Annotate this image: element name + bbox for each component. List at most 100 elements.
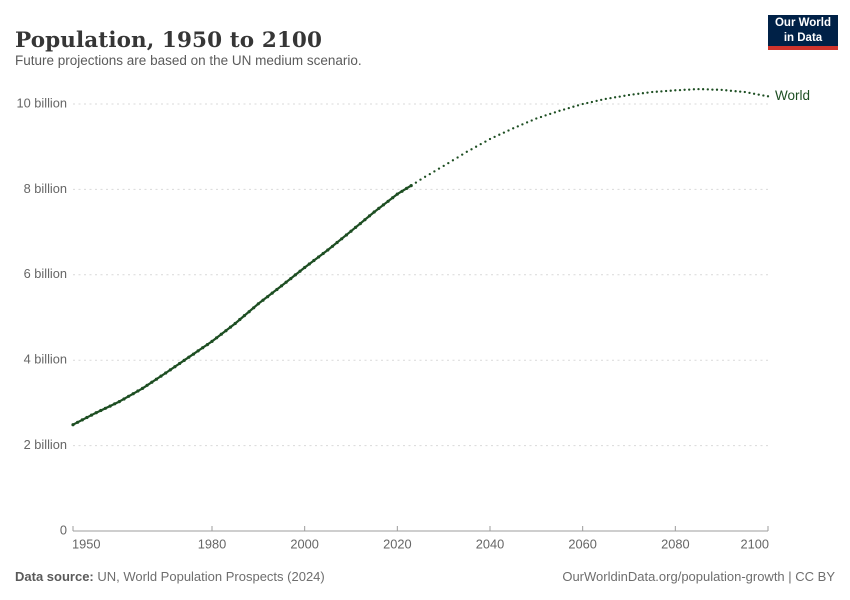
series-dot-projection (757, 93, 760, 96)
series-marker (108, 404, 112, 408)
owid-logo-line1: Our World (774, 16, 831, 29)
series-marker (187, 355, 191, 359)
owid-logo: Our World in Data (768, 15, 838, 50)
series-marker (303, 265, 307, 270)
series-marker (219, 332, 223, 336)
series-dot-projection (725, 89, 728, 92)
series-marker (99, 408, 103, 413)
series-marker (395, 192, 399, 196)
series-marker (173, 365, 177, 369)
series-marker (363, 218, 367, 222)
y-axis-tick-label: 0 (60, 522, 67, 537)
series-dot-projection (442, 164, 445, 168)
series-dot-projection (572, 105, 575, 108)
series-dot-projection (641, 92, 645, 95)
series-marker (386, 199, 390, 203)
series-marker (117, 400, 121, 404)
series-marker (80, 418, 84, 422)
series-marker (270, 291, 274, 295)
series-dot-projection (479, 142, 482, 146)
series-marker (168, 368, 172, 372)
series-marker (354, 225, 358, 229)
series-dot-projection (530, 119, 533, 122)
series-dot-projection (669, 89, 672, 92)
series-marker (367, 214, 372, 218)
series-dot-projection (678, 88, 682, 92)
series-marker (391, 196, 395, 200)
series-marker (103, 406, 107, 410)
series-dot-projection (734, 90, 737, 93)
series-dot-projection (437, 167, 441, 170)
y-axis-tick-label: 6 billion (24, 266, 67, 281)
series-dot-projection (465, 150, 468, 153)
series-marker (330, 244, 335, 248)
series-dot-projection (743, 90, 746, 94)
series-dot-projection (595, 99, 598, 103)
series-marker (113, 402, 117, 406)
series-dot-projection (604, 97, 607, 101)
series-marker (159, 374, 163, 378)
series-dot-projection (632, 93, 635, 96)
series-dot-projection (507, 129, 510, 132)
series-label: World (775, 88, 810, 103)
series-marker (256, 302, 260, 306)
series-marker (215, 336, 219, 340)
series-dot-projection (688, 88, 691, 91)
series-dot-projection (488, 137, 492, 141)
series-dot-projection (493, 135, 496, 139)
data-source-text: UN, World Population Prospects (2024) (93, 569, 325, 584)
owid-logo-line2: in Data (783, 31, 823, 44)
series-dot-projection (720, 88, 723, 92)
series-marker (409, 184, 413, 188)
series-marker (182, 358, 186, 362)
series-dot-projection (697, 87, 700, 91)
series-dot-projection (590, 100, 594, 104)
series-dot-projection (762, 94, 765, 97)
x-axis-tick-label: 1980 (198, 537, 226, 552)
series-marker (400, 189, 404, 193)
series-dot-projection (539, 115, 543, 119)
y-axis-tick-label: 8 billion (24, 181, 67, 196)
series-marker (340, 237, 344, 241)
series-marker (154, 377, 158, 381)
series-marker (312, 258, 316, 263)
series-marker (293, 273, 297, 277)
series-dot-projection (414, 181, 418, 184)
series-marker (205, 343, 209, 347)
series-line-historical (71, 184, 413, 426)
series-marker (233, 321, 237, 326)
series-marker (196, 349, 200, 353)
series-marker (275, 287, 279, 292)
y-axis-tick-label: 10 billion (16, 95, 67, 110)
series-dot-projection (516, 125, 519, 128)
series-dot-projection (609, 96, 612, 100)
series-dot-projection (748, 91, 751, 95)
series-marker (284, 280, 288, 284)
series-dot-projection (544, 114, 547, 117)
series-marker (307, 262, 311, 266)
series-marker (377, 206, 381, 210)
series-dot-projection (618, 95, 621, 98)
series-dot-projection (600, 98, 603, 102)
series-dot-projection (447, 161, 450, 165)
series-dot-projection (470, 148, 473, 151)
series-dot-projection (623, 94, 626, 97)
series-dot-projection (567, 106, 570, 110)
series-dot-projection (586, 101, 589, 105)
series-dot-projection (683, 88, 686, 91)
series-dot-projection (715, 88, 719, 91)
series-marker (76, 420, 80, 424)
series-dot-projection (419, 178, 422, 181)
series-marker (335, 240, 339, 245)
x-axis-tick-label: 2020 (383, 537, 411, 552)
series-dot-projection (562, 108, 566, 111)
series-marker (252, 306, 256, 310)
page-title: Population, 1950 to 2100 (15, 28, 323, 54)
series-marker (140, 386, 145, 390)
series-marker (224, 329, 228, 333)
series-dot-projection (553, 111, 557, 114)
series-marker (85, 415, 89, 420)
chart-subtitle: Future projections are based on the UN m… (15, 53, 362, 68)
series-dot-projection (535, 117, 538, 120)
series-marker (405, 186, 409, 190)
